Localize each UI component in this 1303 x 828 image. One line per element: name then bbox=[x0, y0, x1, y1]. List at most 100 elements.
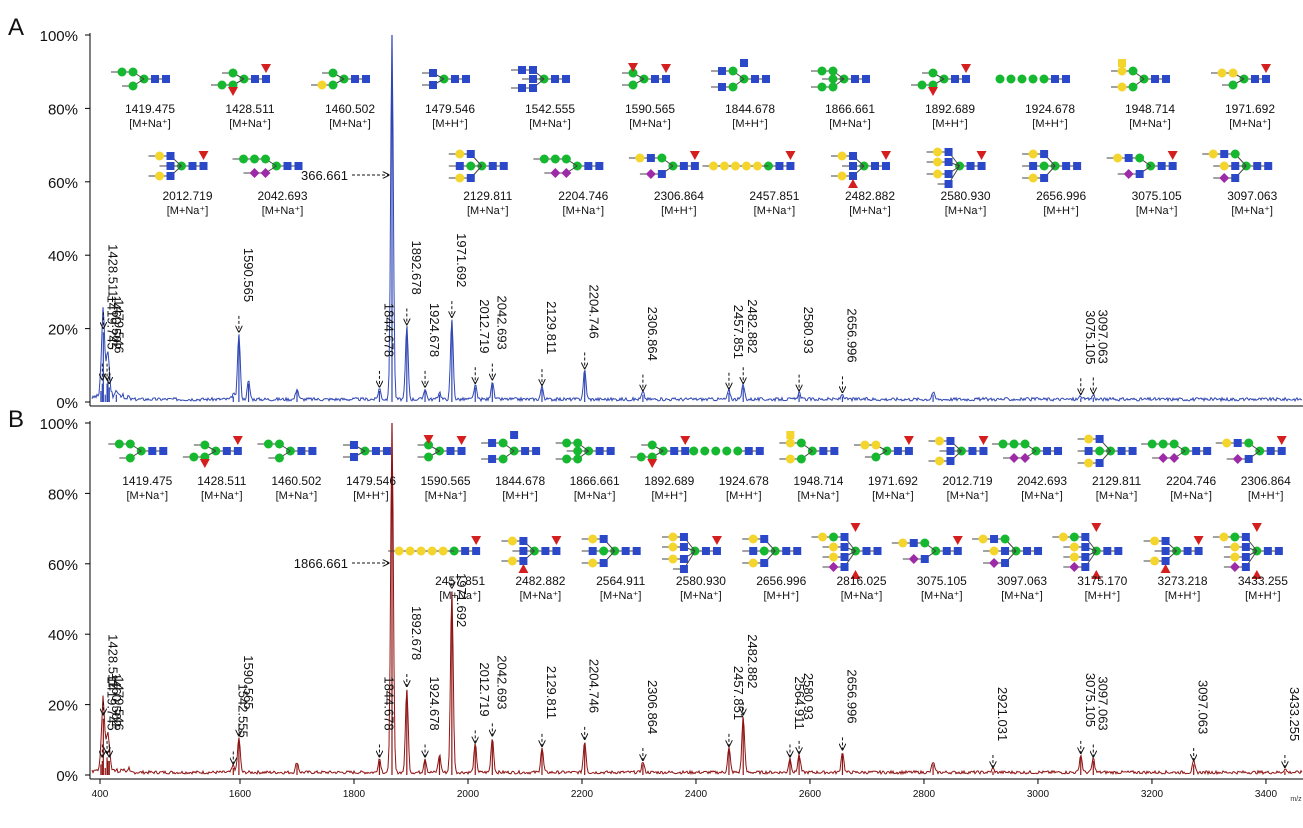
structure-mass: 3097.063 bbox=[997, 574, 1047, 588]
glcnac-square bbox=[1241, 543, 1250, 551]
glcnac-square bbox=[1151, 75, 1159, 83]
peak-label: 1590.565 bbox=[241, 248, 256, 302]
glcnac-square bbox=[472, 547, 481, 555]
structure-adduct: [M+Na⁺] bbox=[229, 118, 271, 130]
glcnac-square bbox=[751, 75, 759, 83]
mannose-circle bbox=[829, 552, 838, 562]
fucose-triangle bbox=[928, 87, 938, 96]
structure-mass: 2580.930 bbox=[676, 574, 726, 588]
panel-label-b: B bbox=[8, 406, 24, 433]
glcnac-square bbox=[657, 170, 666, 178]
glcnac-square bbox=[1043, 447, 1052, 455]
mannose-circle bbox=[466, 161, 476, 171]
mannose-circle bbox=[1208, 149, 1218, 159]
mannose-circle bbox=[871, 440, 881, 450]
mannose-circle bbox=[711, 446, 721, 456]
glcnac-square bbox=[251, 75, 259, 83]
structure-adduct: [M+Na⁺] bbox=[1136, 205, 1178, 217]
peak-label: 1971.692 bbox=[454, 233, 469, 287]
structure-adduct: [M+Na⁺] bbox=[129, 118, 171, 130]
fucose-triangle bbox=[978, 436, 989, 445]
glcnac-square bbox=[518, 84, 526, 92]
structure-mass: 1419.475 bbox=[122, 474, 172, 488]
mannose-circle bbox=[455, 173, 465, 183]
glcnac-square bbox=[819, 447, 828, 455]
glcnac-square bbox=[977, 162, 986, 170]
sialic-diamond bbox=[550, 168, 561, 178]
glcnac-square bbox=[599, 559, 608, 567]
mannose-circle bbox=[635, 153, 645, 163]
structure-mass: 1866.661 bbox=[570, 474, 620, 488]
glcnac-square bbox=[762, 75, 770, 83]
mannose-circle bbox=[898, 538, 908, 548]
glcnac-square bbox=[349, 453, 358, 461]
glcnac-square bbox=[951, 75, 959, 83]
sialic-diamond bbox=[1219, 173, 1230, 183]
mannose-circle bbox=[114, 439, 124, 449]
fucose-triangle bbox=[551, 536, 562, 545]
mannose-circle bbox=[438, 546, 448, 556]
glcnac-square bbox=[283, 162, 292, 170]
mannose-circle bbox=[573, 446, 583, 456]
mannose-circle bbox=[599, 546, 609, 556]
glcnac-square bbox=[651, 75, 659, 83]
glcnac-square bbox=[1095, 459, 1104, 467]
structure-mass: 1479.546 bbox=[346, 474, 396, 488]
mannose-circle bbox=[817, 82, 827, 92]
mannose-circle bbox=[1230, 532, 1240, 542]
mannose-circle bbox=[261, 154, 270, 164]
peak-label: 366.661 bbox=[301, 168, 348, 183]
mannose-circle bbox=[263, 439, 273, 449]
mannose-circle bbox=[722, 446, 732, 456]
peak-label: 2204.746 bbox=[587, 659, 602, 713]
glcnac-square bbox=[1233, 439, 1242, 447]
glcnac-square bbox=[904, 447, 913, 455]
glcnac-square bbox=[551, 75, 559, 83]
structure-adduct: [M+Na⁺] bbox=[629, 118, 671, 130]
glcnac-square bbox=[1194, 547, 1203, 555]
structure-adduct: [M+Na⁺] bbox=[167, 205, 209, 217]
y-tick-label: 20% bbox=[48, 322, 78, 339]
structure-adduct: [M+Na⁺] bbox=[126, 490, 168, 502]
glcnac-square bbox=[1183, 547, 1192, 555]
mannose-circle bbox=[328, 80, 338, 90]
glcnac-square bbox=[701, 547, 710, 555]
glcnac-square bbox=[1084, 447, 1093, 455]
peak-label: 1924.678 bbox=[427, 676, 442, 730]
glcnac-square bbox=[1023, 547, 1032, 555]
mannose-circle bbox=[1128, 82, 1138, 92]
mannose-circle bbox=[1028, 149, 1038, 159]
peak-label: 3097.063 bbox=[1095, 310, 1110, 364]
glcnac-square bbox=[871, 162, 879, 170]
peak-label: 2306.864 bbox=[645, 680, 660, 734]
glcnac-square bbox=[233, 447, 242, 455]
glcnac-square bbox=[529, 84, 537, 92]
glcnac-square bbox=[1220, 150, 1229, 158]
glcnac-square bbox=[882, 162, 890, 170]
mannose-circle bbox=[1069, 532, 1079, 542]
glcnac-square bbox=[371, 447, 380, 455]
mannose-circle bbox=[628, 68, 638, 78]
fucose-triangle bbox=[881, 151, 891, 160]
structure-adduct: [M+Na⁺] bbox=[1001, 590, 1043, 602]
glcnac-square bbox=[862, 75, 870, 83]
mannose-circle bbox=[829, 542, 838, 552]
x-tick-label: 2800 bbox=[913, 789, 936, 800]
peak-label: 2656.996 bbox=[844, 669, 859, 723]
fucose-triangle bbox=[1167, 151, 1178, 160]
glcnac-square bbox=[166, 152, 175, 160]
mannose-circle bbox=[128, 67, 138, 77]
peak-label: 1844.678 bbox=[381, 303, 396, 357]
structure-adduct: [M+Na⁺] bbox=[563, 205, 605, 217]
y-tick-label: 40% bbox=[48, 627, 78, 644]
structure-mass: 1948.714 bbox=[793, 474, 843, 488]
glcnac-square bbox=[849, 152, 857, 160]
peak-label: 2580.93 bbox=[801, 673, 816, 720]
structure-adduct: [M+Na⁺] bbox=[872, 490, 914, 502]
fucose-triangle bbox=[423, 435, 434, 444]
x-tick-label: 2000 bbox=[457, 789, 480, 800]
mannose-circle bbox=[424, 440, 434, 450]
mannose-circle bbox=[405, 546, 415, 556]
spectrum-trace bbox=[91, 422, 1303, 776]
peak-label: 1428.511 bbox=[105, 634, 120, 687]
